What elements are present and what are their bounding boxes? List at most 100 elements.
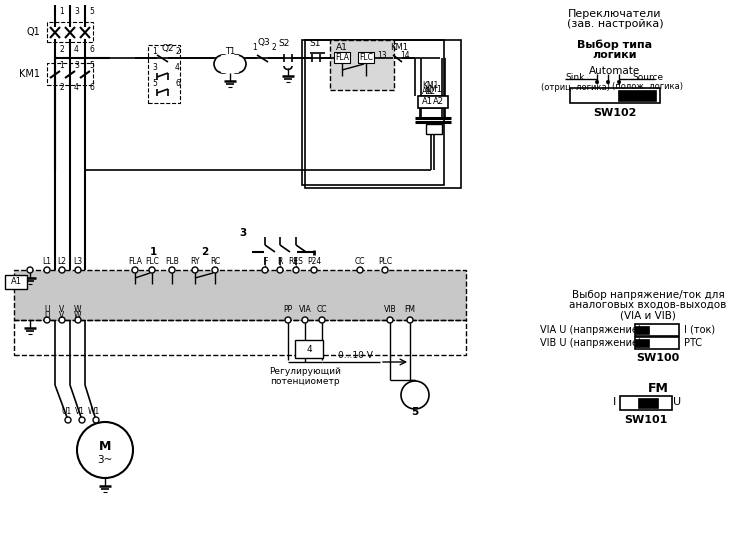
Text: V: V: [59, 306, 64, 314]
Text: KM1: KM1: [19, 69, 40, 79]
Text: 5: 5: [411, 407, 419, 417]
Bar: [635, 337, 679, 349]
Circle shape: [302, 317, 308, 323]
Circle shape: [262, 267, 268, 273]
Circle shape: [606, 80, 610, 84]
Circle shape: [401, 381, 429, 409]
Text: S2: S2: [278, 38, 290, 48]
Bar: [635, 324, 679, 336]
Circle shape: [59, 317, 65, 323]
Bar: [295, 340, 323, 358]
Circle shape: [77, 422, 133, 478]
Text: аналоговых входов-выходов: аналоговых входов-выходов: [569, 300, 727, 310]
Text: 3~: 3~: [98, 455, 112, 465]
Bar: [620, 396, 672, 410]
Text: RY: RY: [190, 256, 200, 266]
Text: 1: 1: [59, 8, 64, 16]
Text: S1: S1: [309, 38, 321, 48]
Text: Выбор типа: Выбор типа: [578, 40, 652, 50]
Text: L2: L2: [58, 256, 67, 266]
Text: A1: A1: [422, 87, 432, 96]
Text: 4: 4: [74, 83, 79, 93]
Bar: [14, 270, 466, 320]
Text: 3: 3: [74, 8, 79, 16]
Text: 3: 3: [239, 228, 247, 238]
Text: 4: 4: [306, 345, 312, 353]
Circle shape: [44, 267, 50, 273]
Bar: [14, 320, 466, 355]
Text: W1: W1: [88, 408, 100, 416]
Bar: [222, 55, 238, 73]
Text: (полож. логика): (полож. логика): [613, 82, 683, 92]
Bar: [635, 326, 649, 334]
Bar: [47, 63, 93, 85]
Circle shape: [596, 80, 598, 84]
Circle shape: [293, 267, 299, 273]
Text: логики: логики: [592, 50, 638, 60]
Text: A1: A1: [336, 42, 348, 51]
Text: 6: 6: [89, 83, 94, 93]
Text: FM: FM: [404, 306, 416, 314]
Text: FM: FM: [647, 382, 668, 395]
Circle shape: [79, 417, 85, 423]
Text: 1: 1: [149, 247, 157, 257]
Circle shape: [65, 417, 71, 423]
Text: FLA: FLA: [128, 256, 142, 266]
Text: PLC: PLC: [378, 256, 392, 266]
Text: U: U: [673, 397, 681, 407]
Bar: [47, 22, 93, 42]
Circle shape: [93, 417, 99, 423]
Circle shape: [285, 317, 291, 323]
Circle shape: [319, 317, 325, 323]
Bar: [148, 45, 180, 103]
Circle shape: [407, 317, 413, 323]
Text: L1: L1: [43, 256, 52, 266]
Text: 13: 13: [377, 50, 387, 60]
Circle shape: [27, 267, 33, 273]
Text: 4: 4: [175, 62, 180, 72]
Bar: [570, 88, 660, 103]
Text: Q1: Q1: [26, 27, 40, 37]
Bar: [5, 275, 27, 289]
Text: 4: 4: [74, 46, 79, 55]
Text: (зав. настройка): (зав. настройка): [567, 19, 663, 29]
Circle shape: [192, 267, 198, 273]
Text: CC: CC: [316, 306, 327, 314]
Bar: [618, 90, 656, 101]
Text: 1: 1: [252, 43, 257, 53]
Text: VIB: VIB: [384, 306, 396, 314]
Text: 3: 3: [152, 62, 157, 72]
Text: Source: Source: [632, 73, 664, 81]
Text: 2: 2: [59, 83, 64, 93]
Text: 5: 5: [152, 79, 157, 87]
Bar: [334, 52, 350, 63]
Text: 2: 2: [272, 43, 277, 53]
Circle shape: [382, 267, 388, 273]
Text: U: U: [44, 312, 50, 320]
Text: M: M: [99, 440, 111, 453]
Text: SW102: SW102: [593, 108, 637, 118]
Text: VIA U (напряжение): VIA U (напряжение): [540, 325, 641, 335]
Text: (VIA и VIB): (VIA и VIB): [620, 310, 676, 320]
Text: RC: RC: [210, 256, 220, 266]
Circle shape: [44, 317, 50, 323]
Text: T1: T1: [225, 48, 236, 56]
Text: R: R: [278, 256, 283, 266]
Text: V: V: [59, 312, 64, 320]
Text: (отриц. логика): (отриц. логика): [541, 82, 610, 92]
Circle shape: [311, 267, 317, 273]
Text: SW100: SW100: [636, 353, 680, 363]
Text: PP: PP: [284, 306, 292, 314]
Text: FLC: FLC: [145, 256, 159, 266]
Circle shape: [169, 267, 175, 273]
Text: A1: A1: [422, 98, 433, 106]
Bar: [420, 96, 442, 108]
Bar: [358, 52, 374, 63]
Text: P24: P24: [307, 256, 321, 266]
Text: 2: 2: [59, 46, 64, 55]
Text: Sink: Sink: [566, 73, 585, 81]
Text: KM1: KM1: [390, 43, 408, 53]
Text: FLA: FLA: [335, 53, 349, 61]
Text: VIA: VIA: [298, 306, 311, 314]
Text: PTC: PTC: [684, 338, 702, 348]
